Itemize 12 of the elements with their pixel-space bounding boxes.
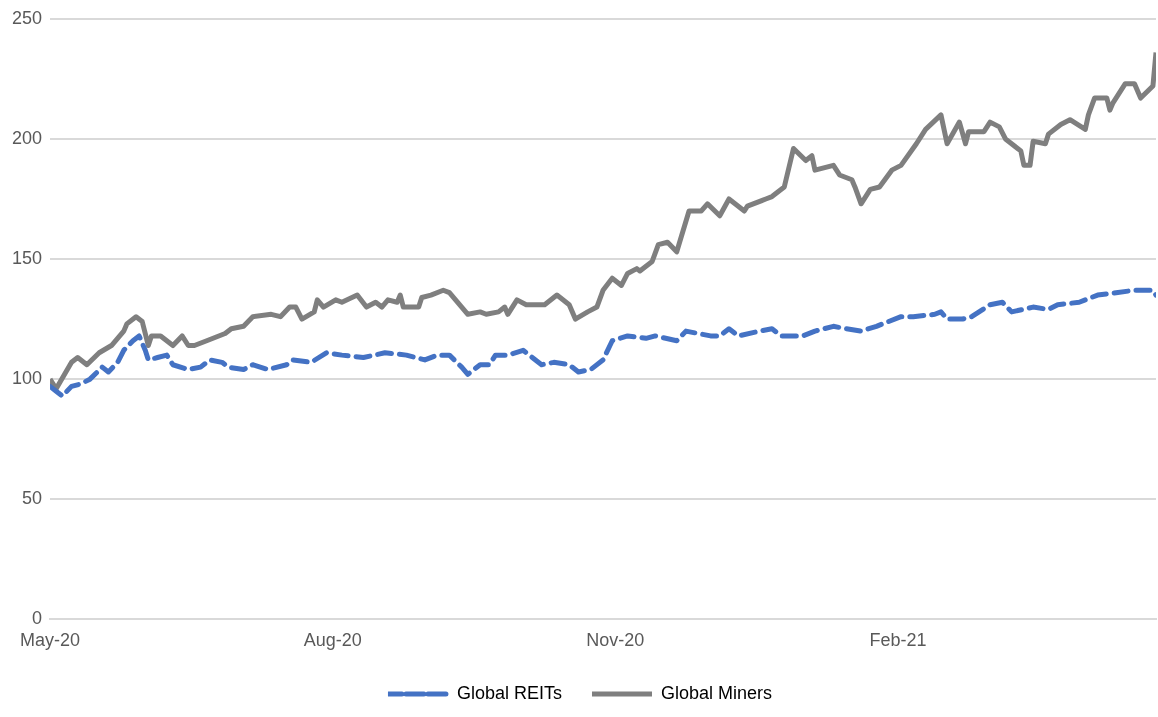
legend-label: Global Miners [661,682,773,703]
y-tick-label: 100 [11,368,43,389]
y-tick-label: 150 [11,248,43,269]
y-tick-label: 0 [32,608,43,629]
x-tick-label: Aug-20 [303,630,362,651]
x-tick-label: May-20 [20,630,81,651]
y-tick-label: 50 [22,488,43,509]
y-tick-label: 200 [11,127,43,148]
y-tick-label: 250 [11,7,43,28]
x-tick-label: Nov-20 [586,630,645,651]
x-tick-label: Feb-21 [869,630,927,651]
legend-label: Global REITs [456,682,563,703]
